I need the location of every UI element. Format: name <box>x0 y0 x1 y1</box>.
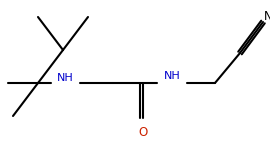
Text: NH: NH <box>164 71 180 81</box>
Text: O: O <box>139 126 148 140</box>
Text: NH: NH <box>57 73 73 83</box>
Text: N: N <box>264 11 270 24</box>
